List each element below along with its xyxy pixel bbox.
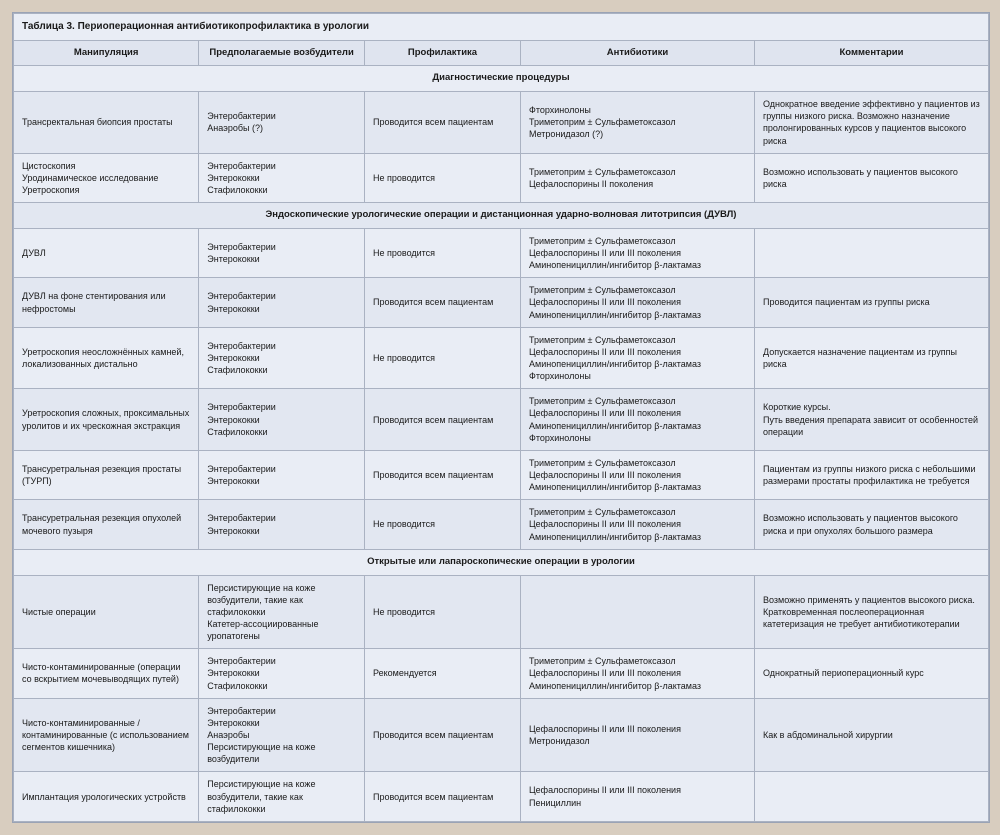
cell: Однократный периоперационный курс [755, 649, 989, 698]
cell: Уретроскопия неосложнённых камней, локал… [14, 327, 199, 389]
cell: Персистирующие на коже возбудители, таки… [199, 772, 365, 821]
cell: Возможно применять у пациентов высокого … [755, 575, 989, 649]
cell: Трансуретральная резекция опухолей мочев… [14, 500, 199, 549]
col-manipulation: Манипуляция [14, 40, 199, 66]
cell: Трансректальная биопсия простаты [14, 92, 199, 154]
table-title: Таблица 3. Периоперационная антибиотикоп… [14, 14, 989, 41]
table-row: Чисто-контаминированные (операции со вск… [14, 649, 989, 698]
table-row: ДУВЛ на фоне стентирования или нефростом… [14, 278, 989, 327]
cell: Триметоприм ± СульфаметоксазолЦефалоспор… [521, 450, 755, 499]
table-row: ДУВЛЭнтеробактерииЭнтерококкиНе проводит… [14, 228, 989, 277]
section-heading: Открытые или лапароскопические операции … [14, 549, 989, 575]
cell: ЭнтеробактерииЭнтерококки [199, 278, 365, 327]
table-row: Трансуретральная резекция опухолей мочев… [14, 500, 989, 549]
cell: Возможно использовать у пациентов высоко… [755, 153, 989, 202]
cell: Не проводится [365, 327, 521, 389]
cell: Не проводится [365, 500, 521, 549]
cell: Проводится всем пациентам [365, 389, 521, 451]
cell: Чистые операции [14, 575, 199, 649]
col-prophylaxis: Профилактика [365, 40, 521, 66]
cell: Триметоприм ± СульфаметоксазолЦефалоспор… [521, 500, 755, 549]
cell: Как в абдоминальной хирургии [755, 698, 989, 772]
cell: Проводится пациентам из группы риска [755, 278, 989, 327]
cell: ФторхинолоныТриметоприм ± Сульфаметоксаз… [521, 92, 755, 154]
cell: ЦистоскопияУродинамическое исследованиеУ… [14, 153, 199, 202]
table-row: Чисто-контаминированные / контаминирован… [14, 698, 989, 772]
cell: Проводится всем пациентам [365, 772, 521, 821]
cell: Триметоприм ± СульфаметоксазолЦефалоспор… [521, 649, 755, 698]
cell: ДУВЛ на фоне стентирования или нефростом… [14, 278, 199, 327]
cell: ДУВЛ [14, 228, 199, 277]
cell: Возможно использовать у пациентов высоко… [755, 500, 989, 549]
cell: Допускается назначение пациентам из груп… [755, 327, 989, 389]
cell: Проводится всем пациентам [365, 698, 521, 772]
table-header-row: Манипуляция Предполагаемые возбудители П… [14, 40, 989, 66]
table-row: ЦистоскопияУродинамическое исследованиеУ… [14, 153, 989, 202]
cell: Чисто-контаминированные (операции со вск… [14, 649, 199, 698]
col-pathogens: Предполагаемые возбудители [199, 40, 365, 66]
table-row: Уретроскопия неосложнённых камней, локал… [14, 327, 989, 389]
cell: Пациентам из группы низкого риска с небо… [755, 450, 989, 499]
cell: Не проводится [365, 575, 521, 649]
cell: Уретроскопия сложных, проксимальных урол… [14, 389, 199, 451]
cell: Триметоприм ± СульфаметоксазолЦефалоспор… [521, 327, 755, 389]
cell: Не проводится [365, 153, 521, 202]
cell: ЭнтеробактерииЭнтерококкиСтафилококки [199, 649, 365, 698]
table-row: Имплантация урологических устройствПерси… [14, 772, 989, 821]
cell: Короткие курсы.Путь введения препарата з… [755, 389, 989, 451]
cell: Персистирующие на коже возбудители, таки… [199, 575, 365, 649]
section-heading: Диагностические процедуры [14, 66, 989, 92]
table-container: Таблица 3. Периоперационная антибиотикоп… [12, 12, 990, 823]
cell: Триметоприм ± СульфаметоксазолЦефалоспор… [521, 228, 755, 277]
col-antibiotics: Антибиотики [521, 40, 755, 66]
table-row: Трансуретральная резекция простаты (ТУРП… [14, 450, 989, 499]
cell: ЭнтеробактерииЭнтерококки [199, 450, 365, 499]
cell: Имплантация урологических устройств [14, 772, 199, 821]
cell: Рекомендуется [365, 649, 521, 698]
cell: Триметоприм ± СульфаметоксазолЦефалоспор… [521, 278, 755, 327]
cell: ЭнтеробактерииЭнтерококкиСтафилококки [199, 153, 365, 202]
antibiotic-prophylaxis-table: Таблица 3. Периоперационная антибиотикоп… [13, 13, 989, 822]
cell: Трансуретральная резекция простаты (ТУРП… [14, 450, 199, 499]
cell: Не проводится [365, 228, 521, 277]
cell: Проводится всем пациентам [365, 450, 521, 499]
cell [521, 575, 755, 649]
table-row: Трансректальная биопсия простатыЭнтероба… [14, 92, 989, 154]
table-row: Чистые операцииПерсистирующие на коже во… [14, 575, 989, 649]
cell: Триметоприм ± СульфаметоксазолЦефалоспор… [521, 153, 755, 202]
cell: Чисто-контаминированные / контаминирован… [14, 698, 199, 772]
cell: Проводится всем пациентам [365, 92, 521, 154]
cell: ЭнтеробактерииЭнтерококкиАнаэробыПерсист… [199, 698, 365, 772]
cell: ЭнтеробактерииАнаэробы (?) [199, 92, 365, 154]
cell: Цефалоспорины II или III поколенияПеници… [521, 772, 755, 821]
col-comments: Комментарии [755, 40, 989, 66]
section-heading: Эндоскопические урологические операции и… [14, 203, 989, 229]
cell: ЭнтеробактерииЭнтерококкиСтафилококки [199, 327, 365, 389]
cell [755, 772, 989, 821]
table-row: Уретроскопия сложных, проксимальных урол… [14, 389, 989, 451]
cell [755, 228, 989, 277]
cell: ЭнтеробактерииЭнтерококки [199, 500, 365, 549]
cell: ЭнтеробактерииЭнтерококкиСтафилококки [199, 389, 365, 451]
cell: Однократное введение эффективно у пациен… [755, 92, 989, 154]
cell: Триметоприм ± СульфаметоксазолЦефалоспор… [521, 389, 755, 451]
cell: Проводится всем пациентам [365, 278, 521, 327]
cell: ЭнтеробактерииЭнтерококки [199, 228, 365, 277]
cell: Цефалоспорины II или III поколенияМетрон… [521, 698, 755, 772]
